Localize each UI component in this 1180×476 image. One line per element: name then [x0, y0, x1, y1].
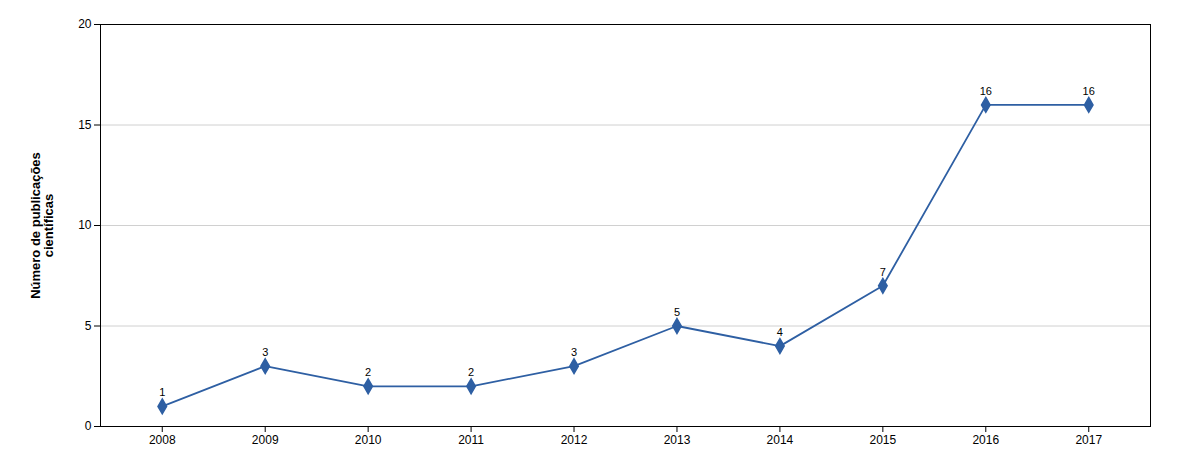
svg-text:2017: 2017 [1075, 433, 1102, 447]
svg-text:2016: 2016 [972, 433, 999, 447]
svg-text:1: 1 [159, 386, 165, 398]
svg-text:0: 0 [85, 419, 92, 433]
svg-text:2015: 2015 [870, 433, 897, 447]
svg-text:3: 3 [262, 346, 268, 358]
svg-text:2009: 2009 [252, 433, 279, 447]
svg-text:2011: 2011 [458, 433, 484, 447]
svg-text:10: 10 [78, 218, 92, 232]
svg-text:16: 16 [980, 85, 992, 97]
svg-text:5: 5 [85, 319, 92, 333]
svg-text:2012: 2012 [561, 433, 588, 447]
svg-text:2013: 2013 [664, 433, 691, 447]
svg-text:2010: 2010 [355, 433, 382, 447]
svg-text:2014: 2014 [767, 433, 794, 447]
svg-text:4: 4 [777, 326, 783, 338]
svg-text:2008: 2008 [149, 433, 176, 447]
svg-text:15: 15 [78, 118, 92, 132]
svg-text:3: 3 [571, 346, 577, 358]
svg-text:Número de publicaçõescientífic: Número de publicaçõescientíficas [28, 152, 56, 299]
svg-text:16: 16 [1083, 85, 1095, 97]
svg-text:7: 7 [880, 266, 886, 278]
svg-text:2: 2 [365, 366, 371, 378]
svg-text:5: 5 [674, 306, 680, 318]
svg-text:20: 20 [78, 17, 92, 31]
svg-text:2: 2 [468, 366, 474, 378]
